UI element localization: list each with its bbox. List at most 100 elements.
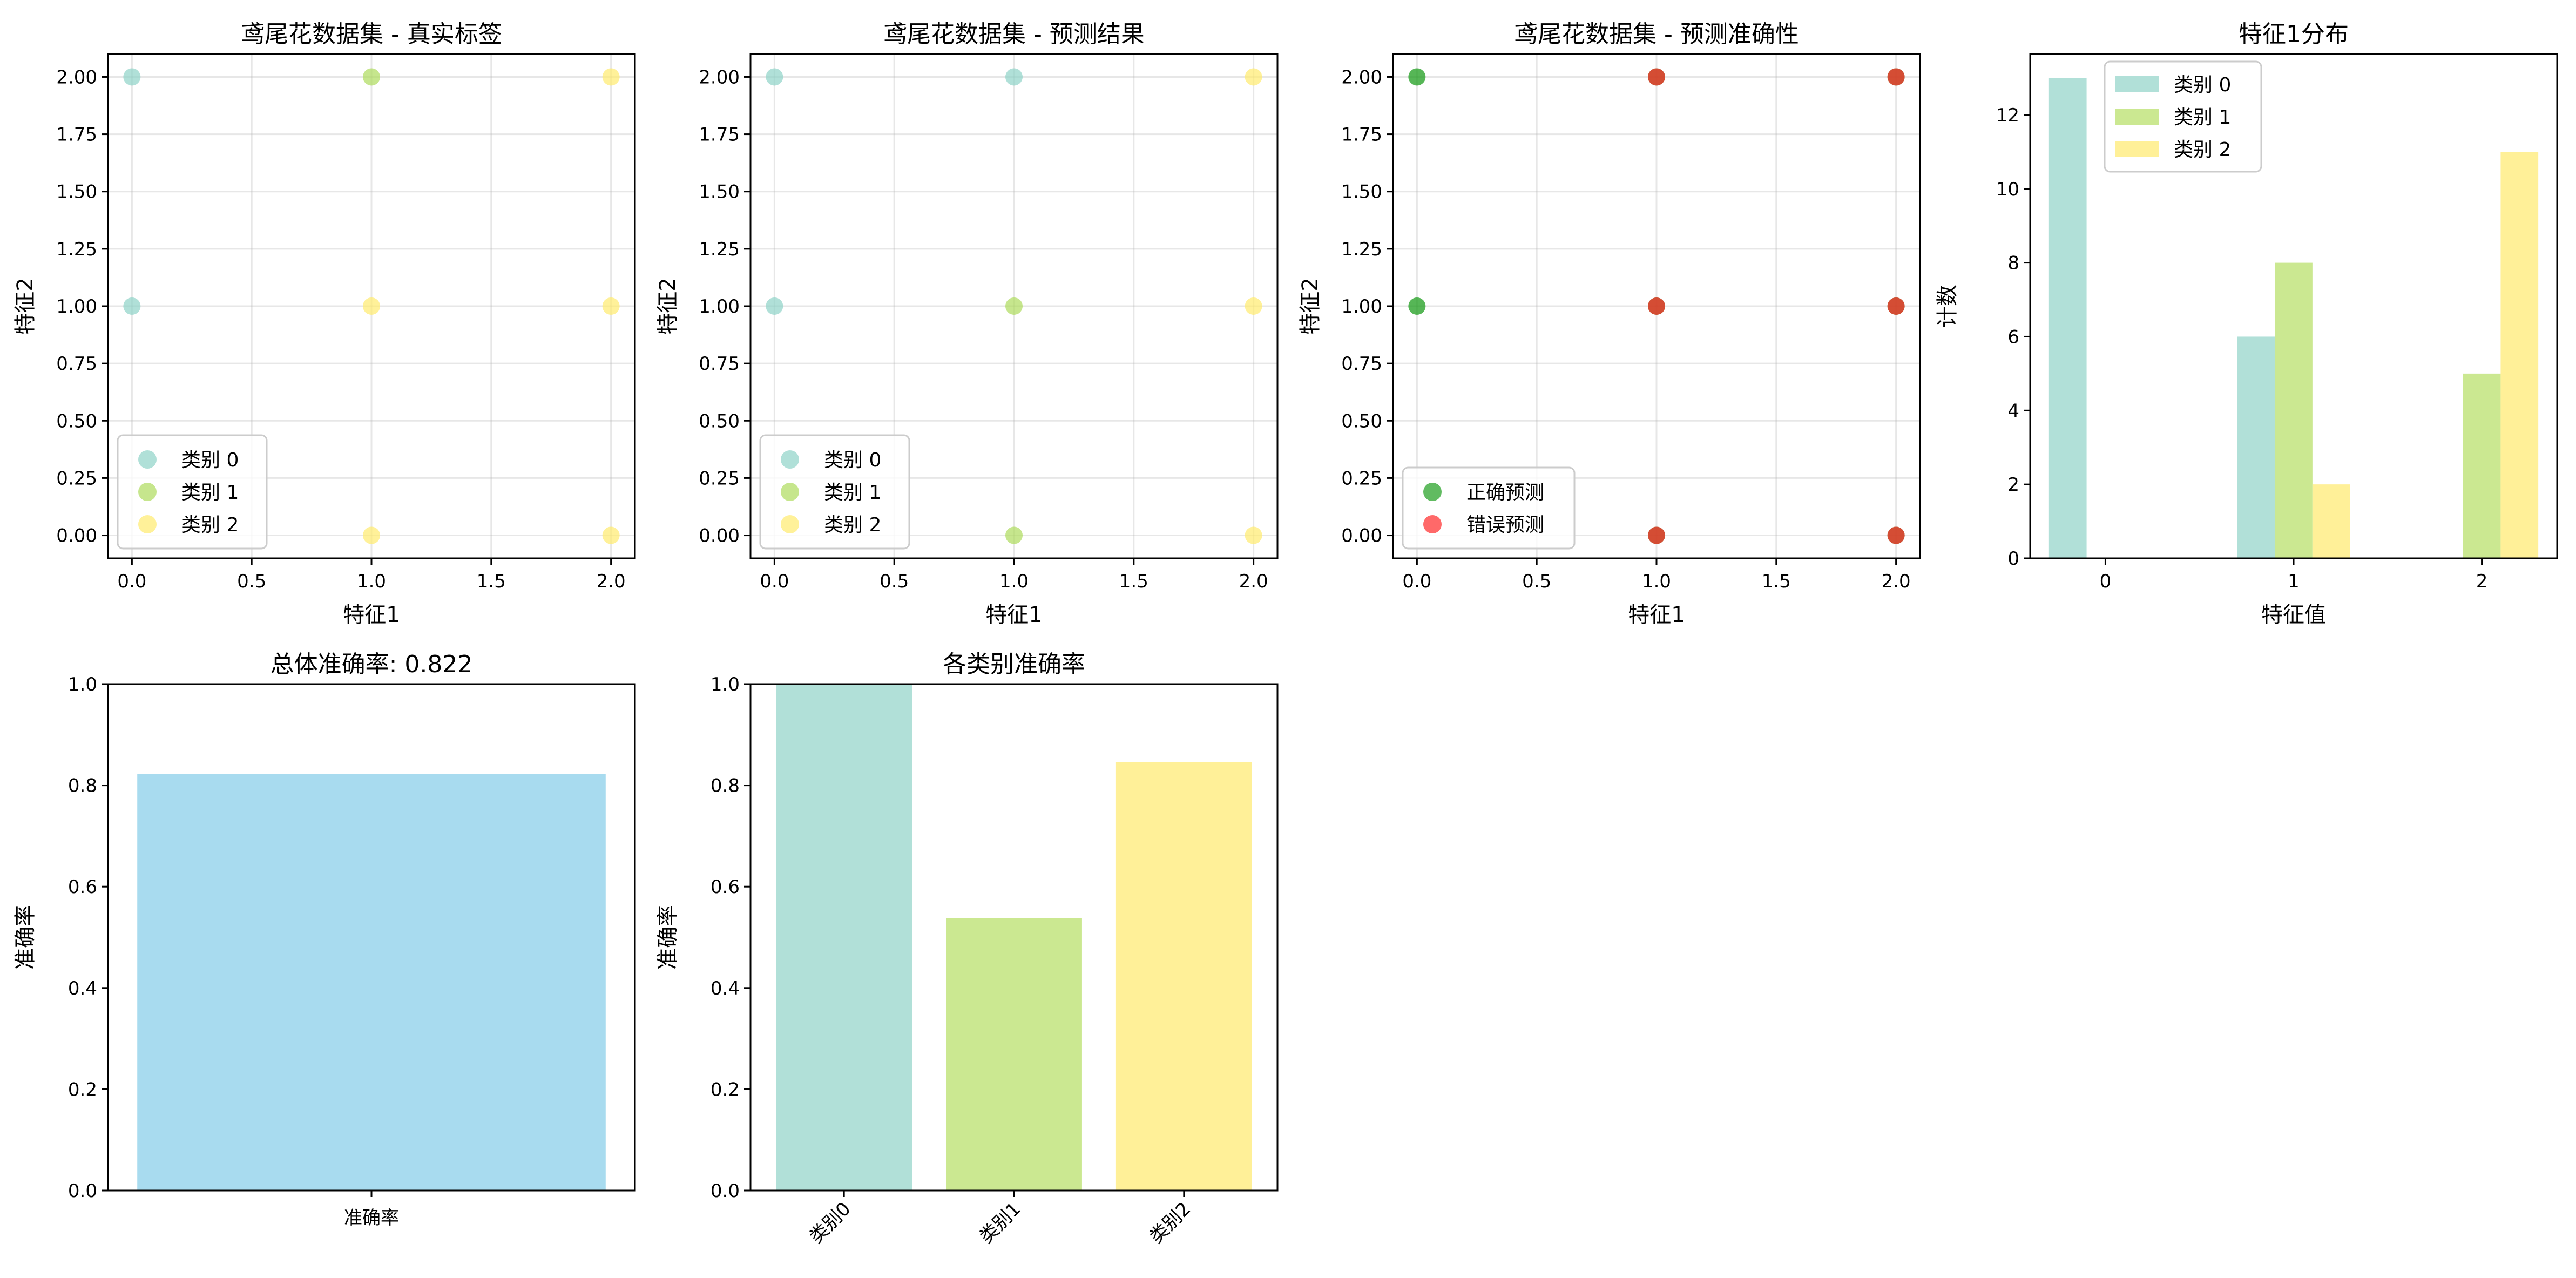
x-tick-label: 1.0 xyxy=(999,571,1029,592)
legend-box xyxy=(1402,466,1576,550)
bar xyxy=(2048,78,2087,558)
y-tick-label: 0.00 xyxy=(56,525,97,547)
y-tick-label: 0 xyxy=(2007,548,2019,570)
y-tick-label: 0.50 xyxy=(1341,410,1382,432)
x-tick-label: 2 xyxy=(2476,571,2488,592)
data-point xyxy=(766,68,783,86)
data-point xyxy=(1245,68,1262,86)
data-point xyxy=(1005,68,1023,86)
y-tick-label: 0.2 xyxy=(68,1079,97,1100)
y-tick-label: 1.00 xyxy=(56,296,97,317)
y-tick-label: 1.0 xyxy=(711,674,740,695)
y-tick-label: 1.75 xyxy=(699,124,740,146)
data-point xyxy=(1887,68,1905,86)
bar xyxy=(137,774,606,1191)
y-axis-label: 特征2 xyxy=(655,278,680,334)
plot-frame xyxy=(749,53,1279,559)
y-tick-label: 0.50 xyxy=(56,410,97,432)
bar xyxy=(776,684,912,1191)
bar xyxy=(1115,762,1252,1191)
y-tick-label: 2 xyxy=(2007,474,2019,496)
y-tick-label: 0.75 xyxy=(699,353,740,375)
y-tick-label: 8 xyxy=(2007,253,2019,274)
y-tick-label: 0.4 xyxy=(711,978,740,999)
legend-label: 类别 1 xyxy=(2174,106,2231,129)
bar xyxy=(2237,336,2275,558)
x-tick-label: 类别0 xyxy=(806,1198,855,1248)
y-tick-label: 1.00 xyxy=(699,296,740,317)
data-point xyxy=(1408,68,1426,86)
data-point xyxy=(602,68,620,86)
y-axis-label: 准确率 xyxy=(13,905,38,970)
y-tick-label: 10 xyxy=(1996,179,2019,200)
y-tick-label: 4 xyxy=(2007,400,2019,422)
y-tick-label: 1.50 xyxy=(699,181,740,203)
bar xyxy=(2275,262,2313,559)
legend-label: 类别 1 xyxy=(181,482,239,504)
x-tick-label: 类别2 xyxy=(1146,1198,1195,1248)
scatter-chart-true-labels: 0.0 0.5 1.0 1.5 2.0 0.00 0.25 0.50 0.75 1.00 1.25 1… xyxy=(13,21,636,627)
x-tick-label: 0.0 xyxy=(1402,571,1431,592)
y-tick-label: 2.00 xyxy=(699,66,740,88)
legend-marker xyxy=(1423,483,1442,501)
x-axis-label: 特征1 xyxy=(343,603,400,627)
x-axis-label: 特征1 xyxy=(1628,603,1685,627)
bar xyxy=(946,918,1082,1191)
legend-marker xyxy=(138,483,157,501)
plot-frame xyxy=(1392,53,1921,559)
data-point xyxy=(1887,526,1905,544)
x-tick-label: 2.0 xyxy=(1882,571,1911,592)
legend: 类别 0 类别 1 类别 2 xyxy=(117,434,268,550)
chart-title: 鸢尾花数据集 - 真实标签 xyxy=(241,21,502,48)
chart-title: 总体准确率: 0.822 xyxy=(271,651,473,678)
x-axis-label: 特征1 xyxy=(985,603,1042,627)
x-tick-label: 0 xyxy=(2100,571,2112,592)
legend-marker xyxy=(781,515,799,533)
y-axis-label: 特征2 xyxy=(1298,278,1323,334)
plot-frame xyxy=(107,683,636,1192)
legend-label: 类别 2 xyxy=(2174,139,2231,161)
data-point xyxy=(1005,526,1023,544)
y-tick-label: 0.75 xyxy=(1341,353,1382,375)
y-tick-label: 0.0 xyxy=(711,1180,740,1202)
x-tick-label: 类别1 xyxy=(976,1198,1025,1248)
y-tick-label: 0.6 xyxy=(68,876,97,898)
y-tick-label: 1.50 xyxy=(1341,181,1382,203)
y-tick-label: 1.00 xyxy=(1341,296,1382,317)
x-tick-label: 0.0 xyxy=(760,571,789,592)
data-point xyxy=(1408,297,1426,315)
chart-title: 各类别准确率 xyxy=(943,651,1085,678)
y-tick-label: 0.25 xyxy=(699,468,740,489)
data-point xyxy=(363,297,380,315)
data-point xyxy=(602,526,620,544)
legend-label: 类别 2 xyxy=(824,514,881,536)
x-tick-label: 1 xyxy=(2288,571,2300,592)
legend-marker xyxy=(781,450,799,469)
plot-frame xyxy=(2029,53,2558,559)
chart-title: 鸢尾花数据集 - 预测准确性 xyxy=(1514,21,1799,48)
data-point xyxy=(123,297,141,315)
legend-label: 类别 0 xyxy=(2174,74,2231,96)
scatter-chart-predictions: 0.0 0.5 1.0 1.5 2.0 0.00 0.25 0.50 0.75 1.00 1.25 1… xyxy=(655,21,1279,627)
data-point xyxy=(1648,297,1665,315)
legend-swatch xyxy=(2115,109,2159,125)
x-tick-label: 1.5 xyxy=(477,571,506,592)
y-tick-label: 1.25 xyxy=(56,239,97,260)
y-tick-label: 1.25 xyxy=(1341,239,1382,260)
y-tick-label: 0.25 xyxy=(1341,468,1382,489)
bar xyxy=(2312,484,2350,558)
legend-marker xyxy=(138,450,157,469)
y-tick-label: 0.8 xyxy=(711,775,740,797)
data-point xyxy=(1005,297,1023,315)
x-tick-label: 0.5 xyxy=(1522,571,1551,592)
bar xyxy=(2500,152,2539,558)
y-tick-label: 0.75 xyxy=(56,353,97,375)
data-point xyxy=(1887,297,1905,315)
data-point xyxy=(363,526,380,544)
legend-marker xyxy=(1423,515,1442,533)
x-tick-label: 2.0 xyxy=(597,571,626,592)
data-point xyxy=(766,297,783,315)
bar xyxy=(2463,373,2501,558)
